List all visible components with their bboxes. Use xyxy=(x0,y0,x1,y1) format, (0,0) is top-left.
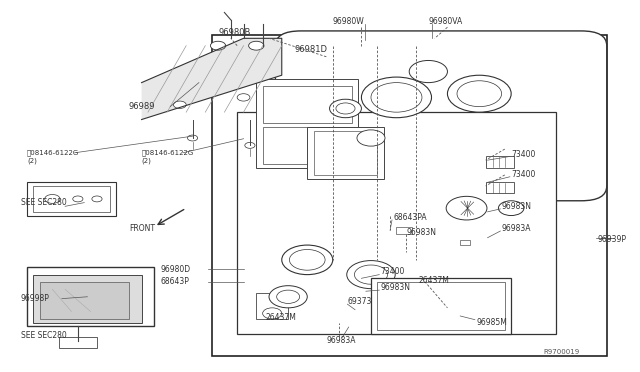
Bar xyxy=(262,127,352,164)
Bar xyxy=(256,79,358,167)
Circle shape xyxy=(282,245,333,275)
Bar xyxy=(33,186,109,212)
Text: 96989: 96989 xyxy=(129,102,156,111)
Text: 96983N: 96983N xyxy=(406,228,436,237)
Circle shape xyxy=(357,130,385,146)
Text: 96939P: 96939P xyxy=(597,235,626,244)
Bar xyxy=(212,35,607,356)
Text: 96983N: 96983N xyxy=(502,202,532,211)
Bar xyxy=(314,131,378,175)
Circle shape xyxy=(362,77,431,118)
Text: SEE SEC280: SEE SEC280 xyxy=(20,331,67,340)
Text: 倈08146-6122G
(2): 倈08146-6122G (2) xyxy=(27,150,79,164)
Text: 倈08146-6122G
(2): 倈08146-6122G (2) xyxy=(141,150,194,164)
Bar xyxy=(256,293,288,319)
Text: 96983A: 96983A xyxy=(326,336,356,345)
Circle shape xyxy=(371,83,422,112)
Circle shape xyxy=(409,61,447,83)
Circle shape xyxy=(330,99,362,118)
Circle shape xyxy=(336,103,355,114)
Text: FRONT: FRONT xyxy=(129,224,155,233)
Text: R9700019: R9700019 xyxy=(543,349,579,355)
Circle shape xyxy=(457,81,502,107)
Bar xyxy=(33,275,141,323)
Text: 73400: 73400 xyxy=(511,170,536,179)
Text: 68643PA: 68643PA xyxy=(394,213,427,222)
Bar xyxy=(486,182,515,193)
Text: 96983A: 96983A xyxy=(502,224,531,233)
Bar xyxy=(27,182,116,215)
Circle shape xyxy=(45,195,60,203)
Circle shape xyxy=(245,142,255,148)
Text: 26437M: 26437M xyxy=(419,276,450,285)
Circle shape xyxy=(92,196,102,202)
Text: 96998P: 96998P xyxy=(20,294,49,303)
Bar xyxy=(378,282,505,330)
Circle shape xyxy=(211,41,226,50)
Text: 96980B: 96980B xyxy=(218,28,250,37)
Circle shape xyxy=(289,250,325,270)
Text: 68643P: 68643P xyxy=(161,278,189,286)
FancyBboxPatch shape xyxy=(275,31,607,201)
Circle shape xyxy=(237,94,250,101)
Text: 96980VA: 96980VA xyxy=(428,17,463,26)
Circle shape xyxy=(248,41,264,50)
Text: 26437M: 26437M xyxy=(266,312,297,321)
Bar xyxy=(237,112,556,334)
Circle shape xyxy=(499,201,524,215)
Text: 73400: 73400 xyxy=(511,150,536,159)
Bar xyxy=(307,127,384,179)
Circle shape xyxy=(355,265,388,284)
Circle shape xyxy=(173,101,186,109)
Text: 96980D: 96980D xyxy=(161,264,191,273)
Text: 96981D: 96981D xyxy=(294,45,328,54)
Text: 69373: 69373 xyxy=(348,297,372,306)
Circle shape xyxy=(276,290,300,304)
Text: SEE SEC280: SEE SEC280 xyxy=(20,198,67,207)
Bar xyxy=(396,227,412,234)
Bar xyxy=(59,337,97,349)
Bar xyxy=(460,240,470,245)
Bar xyxy=(371,278,511,334)
Circle shape xyxy=(73,196,83,202)
Circle shape xyxy=(262,308,282,319)
Bar xyxy=(486,157,515,167)
Circle shape xyxy=(446,196,487,220)
Circle shape xyxy=(347,260,395,289)
Text: 73400: 73400 xyxy=(381,267,405,276)
Bar xyxy=(262,86,352,123)
Circle shape xyxy=(447,75,511,112)
Bar xyxy=(27,267,154,326)
Text: 96985M: 96985M xyxy=(476,318,507,327)
Bar xyxy=(40,282,129,319)
Text: 96980W: 96980W xyxy=(333,17,365,26)
Text: 96983N: 96983N xyxy=(381,283,410,292)
Polygon shape xyxy=(141,38,282,119)
Circle shape xyxy=(269,286,307,308)
Circle shape xyxy=(188,135,198,141)
